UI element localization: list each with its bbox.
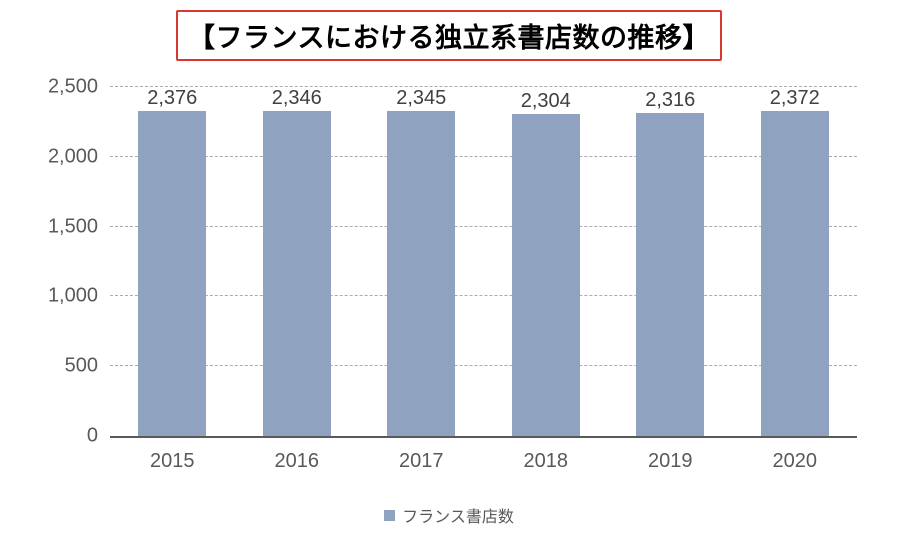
bar	[511, 114, 580, 436]
bar-slot: 2,372	[733, 87, 858, 436]
bar	[262, 111, 331, 436]
x-axis-tick-label: 2018	[523, 450, 569, 472]
bar-slot: 2,346	[235, 87, 360, 436]
bar-value-label: 2,345	[396, 87, 447, 109]
bar-value-label: 2,316	[645, 88, 696, 111]
bar-slot: 2,304	[484, 87, 609, 436]
x-axis-tick-label: 2020	[772, 450, 818, 472]
plot-area: 2,376 2,346 2,345 2,304 2,316 2,372	[110, 86, 857, 438]
y-axis-tick-label: 2,000	[47, 145, 98, 168]
bar-value-label: 2,376	[147, 87, 198, 109]
y-axis-tick-label: 500	[64, 354, 98, 377]
bar	[760, 111, 829, 436]
x-axis-tick-label: 2017	[399, 450, 444, 472]
bar-value-label: 2,346	[271, 87, 322, 109]
y-axis: 0 500 1,000 1,500 2,000 2,500	[0, 76, 98, 447]
y-axis-tick-label: 1,000	[47, 284, 98, 307]
y-axis-tick-label: 2,500	[47, 75, 98, 98]
chart-title: 【フランスにおける独立系書店数の推移】	[176, 10, 722, 61]
x-axis-tick-label: 2019	[648, 450, 693, 472]
bar	[138, 111, 207, 436]
bar-slot: 2,345	[359, 87, 484, 436]
bar	[636, 112, 705, 436]
gridline	[110, 295, 857, 297]
bar-slot: 2,376	[110, 87, 235, 436]
legend: フランス書店数	[0, 503, 898, 527]
legend-label: フランス書店数	[402, 509, 514, 526]
gridline	[110, 365, 857, 367]
bar-value-label: 2,304	[520, 90, 571, 113]
y-axis-tick-label: 0	[86, 424, 98, 447]
chart-title-row: 【フランスにおける独立系書店数の推移】	[0, 10, 898, 61]
bar-slot: 2,316	[608, 87, 733, 436]
gridline	[110, 225, 857, 227]
y-axis-tick-label: 1,500	[47, 215, 98, 238]
x-axis: 2015 2016 2017 2018 2019 2020	[110, 450, 857, 473]
bar-value-label: 2,372	[769, 87, 820, 109]
bar-series: 2,376 2,346 2,345 2,304 2,316 2,372	[110, 87, 857, 436]
legend-swatch	[384, 509, 396, 521]
x-axis-tick-label: 2015	[150, 450, 195, 472]
x-axis-tick-label: 2016	[274, 450, 320, 472]
gridline	[110, 155, 857, 157]
bar	[387, 111, 456, 436]
gridline	[110, 86, 857, 87]
